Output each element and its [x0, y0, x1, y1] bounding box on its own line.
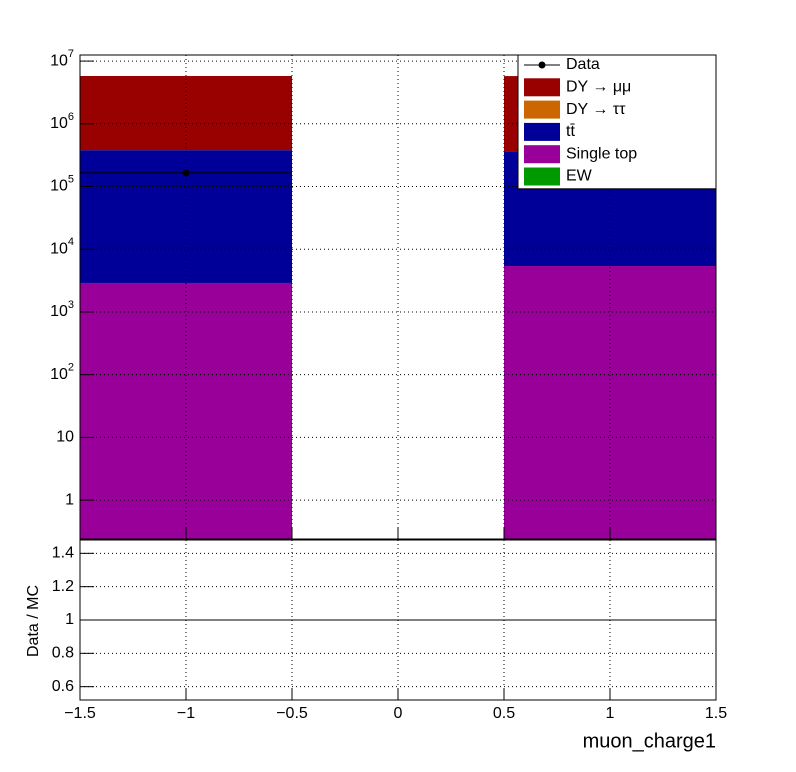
legend-swatch — [524, 167, 560, 186]
x-axis-title: muon_charge1 — [583, 730, 716, 752]
exponent: 4 — [68, 236, 74, 248]
x-tick-label: 1 — [606, 705, 615, 722]
legend-label: DY → μμ — [566, 79, 631, 96]
bar-segment — [504, 266, 716, 539]
legend-label: Single top — [566, 145, 637, 162]
legend-label: tt̄ — [566, 123, 575, 140]
y-tick-label: 1.4 — [52, 545, 74, 562]
x-tick-label: 0.5 — [493, 705, 515, 722]
x-tick-label: −1.5 — [64, 705, 96, 722]
y-tick-label: 0.8 — [52, 645, 74, 662]
exponent: 3 — [68, 299, 74, 311]
y-tick-label: 106 — [50, 111, 74, 132]
exponent: 6 — [68, 111, 74, 123]
y-tick-label: 10 — [56, 429, 74, 446]
legend-marker — [538, 61, 546, 69]
y-tick-label: 104 — [50, 236, 74, 257]
y-tick-label: 105 — [50, 173, 74, 194]
bar-segment — [80, 76, 292, 151]
x-tick-label: −0.5 — [276, 705, 308, 722]
x-tick-label: 0 — [394, 705, 403, 722]
legend-swatch — [524, 145, 560, 164]
y-tick-label: 102 — [50, 362, 74, 383]
x-tick-label: 1.5 — [705, 705, 727, 722]
legend-label: EW — [566, 168, 593, 185]
y-axis-title: Data / MC — [25, 585, 42, 657]
y-tick-label: 0.6 — [52, 678, 74, 695]
y-tick-label: 1 — [65, 491, 74, 508]
legend-label: DY → ττ — [566, 101, 626, 118]
exponent: 5 — [68, 173, 74, 185]
legend-swatch — [524, 100, 560, 119]
bar-segment — [80, 282, 292, 539]
data-point — [182, 169, 190, 177]
y-tick-label: 1.2 — [52, 578, 74, 595]
y-tick-label: 1 — [65, 611, 74, 628]
exponent: 7 — [68, 48, 74, 60]
x-tick-label: −1 — [177, 705, 195, 722]
legend-label: Data — [566, 56, 600, 73]
legend-swatch — [524, 122, 560, 141]
legend-box — [517, 54, 717, 190]
exponent: 2 — [68, 362, 74, 374]
y-tick-label: 107 — [50, 48, 74, 69]
legend-swatch — [524, 78, 560, 97]
y-tick-label: 103 — [50, 299, 74, 320]
